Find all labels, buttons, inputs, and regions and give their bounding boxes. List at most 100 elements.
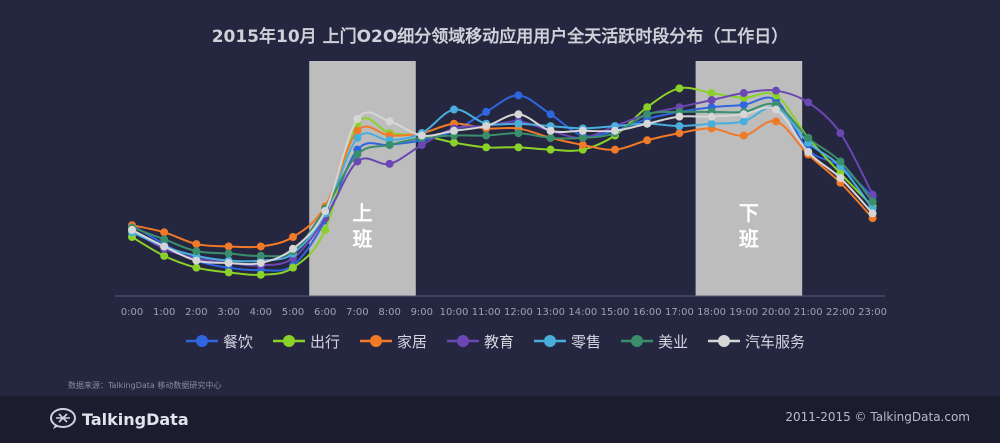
data-point (675, 122, 684, 131)
band-label-char: 班 (353, 227, 373, 251)
data-point (353, 115, 362, 123)
data-point (643, 119, 652, 128)
data-point (739, 100, 748, 109)
band-label-char: 班 (739, 227, 759, 251)
data-point (739, 110, 748, 119)
legend-swatch-dot (196, 335, 208, 347)
data-point (192, 247, 201, 256)
data-point (707, 96, 716, 105)
data-point (739, 131, 748, 140)
data-point (868, 197, 877, 206)
data-point (707, 89, 716, 98)
data-point (772, 105, 780, 114)
data-point (578, 126, 587, 135)
brand-name: TalkingData (82, 409, 189, 429)
data-point (836, 157, 845, 166)
data-point (804, 148, 813, 157)
legend-label: 零售 (571, 333, 601, 351)
data-point (578, 140, 587, 149)
data-point (707, 112, 716, 121)
legend-swatch-dot (544, 335, 556, 347)
data-point (160, 251, 169, 260)
source-note: 数据来源：TalkingData 移动数据研究中心 (68, 381, 222, 390)
data-point (224, 258, 233, 267)
data-point (675, 84, 684, 93)
data-point (868, 209, 877, 218)
x-tick-label: 17:00 (665, 307, 694, 318)
data-point (289, 263, 297, 272)
data-point (868, 190, 877, 199)
legend-label: 餐饮 (223, 333, 253, 351)
logo: TalkingData (50, 406, 189, 432)
copyright[interactable]: 2011-2015 © TalkingData.com (785, 410, 970, 424)
x-tick-label: 6:00 (314, 307, 336, 318)
data-point (578, 133, 587, 142)
data-point (611, 145, 619, 154)
data-point (353, 133, 362, 142)
legend-swatch-dot (631, 335, 643, 347)
data-point (417, 131, 426, 140)
data-point (224, 249, 233, 258)
data-point (450, 138, 458, 147)
data-point (160, 228, 169, 237)
x-tick-label: 12:00 (504, 307, 533, 318)
x-tick-label: 4:00 (250, 307, 272, 318)
data-point (256, 251, 265, 260)
data-point (772, 86, 780, 95)
x-tick-label: 19:00 (729, 307, 758, 318)
data-point (514, 91, 523, 100)
data-point (353, 157, 362, 166)
x-tick-label: 21:00 (794, 307, 823, 318)
chart-title: 2015年10月 上门O2O细分领域移动应用用户全天活跃时段分布（工作日） (211, 27, 789, 47)
data-point (772, 117, 780, 126)
data-point (192, 240, 201, 249)
x-tick-label: 7:00 (346, 307, 368, 318)
data-point (289, 244, 297, 253)
x-tick-label: 22:00 (826, 307, 855, 318)
x-tick-label: 9:00 (411, 307, 433, 318)
data-point (321, 207, 330, 216)
data-point (417, 140, 426, 149)
legend-label: 家居 (397, 333, 427, 351)
data-point (385, 117, 394, 126)
data-point (160, 242, 169, 251)
x-tick-label: 16:00 (633, 307, 662, 318)
data-point (514, 110, 523, 119)
x-tick-label: 18:00 (697, 307, 726, 318)
x-tick-label: 23:00 (858, 307, 887, 318)
data-point (160, 235, 169, 244)
legend-swatch-dot (370, 335, 382, 347)
x-tick-label: 11:00 (472, 307, 501, 318)
band-label-char: 上 (353, 201, 373, 225)
data-point (192, 256, 201, 265)
data-point (546, 133, 555, 142)
data-point (739, 117, 748, 126)
data-point (192, 263, 201, 272)
legend-swatch-dot (718, 335, 730, 347)
x-tick-label: 5:00 (282, 307, 304, 318)
legend-label: 教育 (484, 333, 514, 351)
data-point (385, 140, 394, 149)
data-point (836, 174, 845, 182)
data-point (482, 107, 491, 116)
data-point (224, 268, 233, 277)
data-point (643, 110, 652, 119)
data-point (482, 131, 491, 140)
data-point (675, 129, 684, 138)
data-point (836, 129, 845, 138)
x-tick-label: 0:00 (121, 307, 143, 318)
talkingdata-logo-icon (50, 408, 76, 429)
x-tick-label: 10:00 (440, 307, 469, 318)
x-tick-label: 20:00 (762, 307, 791, 318)
x-tick-label: 15:00 (601, 307, 630, 318)
data-point (804, 98, 813, 107)
legend-label: 美业 (658, 333, 688, 351)
data-point (643, 103, 652, 112)
data-point (450, 105, 458, 114)
band-label-char: 下 (739, 201, 759, 225)
legend-swatch-dot (283, 335, 295, 347)
data-point (611, 126, 619, 135)
x-axis-ticks: 0:00 1:00 2:00 3:00 4:00 5:00 6:00 7:00 8:00 9:00… (121, 307, 887, 318)
